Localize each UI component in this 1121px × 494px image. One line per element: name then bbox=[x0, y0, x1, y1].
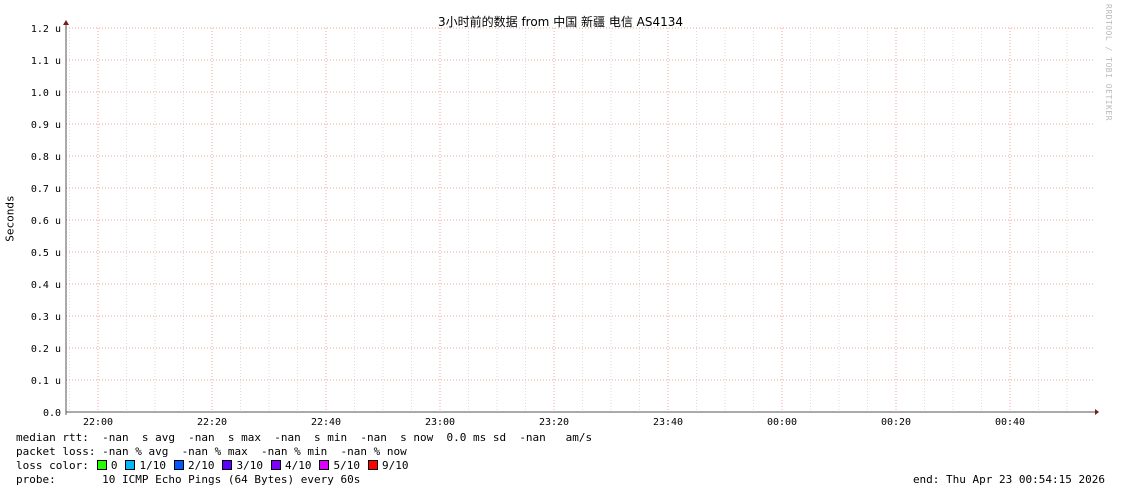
loss-color-legend: loss color: 0 1/10 2/10 3/10 4/10 5/10 9/10 bbox=[16, 459, 408, 472]
loss-color-swatch bbox=[96, 460, 107, 470]
median-rtt-legend: median rtt: -nan s avg -nan s max -nan s… bbox=[16, 431, 593, 444]
x-tick-label: 22:00 bbox=[83, 417, 113, 428]
y-tick-label: 0.3 u bbox=[31, 312, 61, 323]
loss-color-swatch bbox=[270, 460, 281, 470]
loss-color-swatch bbox=[222, 460, 233, 470]
y-tick-label: 0.9 u bbox=[31, 120, 61, 131]
loss-color-swatch bbox=[173, 460, 184, 470]
x-tick-label: 00:40 bbox=[995, 417, 1025, 428]
loss-color-swatch bbox=[125, 460, 136, 470]
probe-legend: probe: 10 ICMP Echo Pings (64 Bytes) eve… bbox=[16, 473, 361, 486]
watermark: RRDTOOL / TOBI OETIKER bbox=[1104, 4, 1113, 121]
loss-color-label-item: 0 bbox=[110, 459, 118, 472]
y-tick-label: 0.2 u bbox=[31, 344, 61, 355]
packet-loss-legend: packet loss: -nan % avg -nan % max -nan … bbox=[16, 445, 407, 458]
y-tick-label: 0.0 bbox=[43, 408, 61, 419]
loss-color-label-item: 3/10 bbox=[236, 459, 263, 472]
x-tick-label: 23:40 bbox=[653, 417, 683, 428]
chart-title: 3小时前的数据 from 中国 新疆 电信 AS4134 bbox=[438, 15, 683, 29]
x-axis-arrow bbox=[1095, 409, 1099, 415]
x-tick-label: 23:00 bbox=[425, 417, 455, 428]
y-tick-label: 0.4 u bbox=[31, 280, 61, 291]
x-tick-label: 22:20 bbox=[197, 417, 227, 428]
loss-color-label-item: 9/10 bbox=[381, 459, 409, 472]
x-tick-label: 23:20 bbox=[539, 417, 569, 428]
y-tick-label: 1.0 u bbox=[31, 88, 61, 99]
loss-color-swatch bbox=[319, 460, 330, 470]
y-tick-label: 0.1 u bbox=[31, 376, 61, 387]
plot-area: 0.0 0.1 u 0.2 u 0.3 u 0.4 u 0.5 u 0.6 u 0.7 u 0.… bbox=[31, 20, 1099, 428]
loss-color-swatch bbox=[367, 460, 378, 470]
loss-color-label-item: 4/10 bbox=[284, 459, 312, 472]
y-tick-label: 1.1 u bbox=[31, 56, 61, 67]
x-tick-label: 22:40 bbox=[311, 417, 341, 428]
loss-color-label-item: 2/10 bbox=[187, 459, 215, 472]
y-axis-arrow bbox=[63, 20, 69, 25]
x-tick-label: 00:20 bbox=[881, 417, 911, 428]
y-tick-label: 0.8 u bbox=[31, 152, 61, 163]
y-tick-label: 0.5 u bbox=[31, 248, 61, 259]
loss-color-label: loss color: bbox=[16, 459, 89, 472]
end-time: end: Thu Apr 23 00:54:15 2026 bbox=[912, 473, 1105, 486]
x-tick-label: 00:00 bbox=[767, 417, 797, 428]
loss-color-label-item: 5/10 bbox=[333, 459, 360, 472]
y-tick-label: 0.7 u bbox=[31, 184, 61, 195]
y-tick-label: 0.6 u bbox=[31, 216, 61, 227]
y-tick-label: 1.2 u bbox=[31, 24, 61, 35]
loss-color-label-item: 1/10 bbox=[139, 459, 166, 472]
